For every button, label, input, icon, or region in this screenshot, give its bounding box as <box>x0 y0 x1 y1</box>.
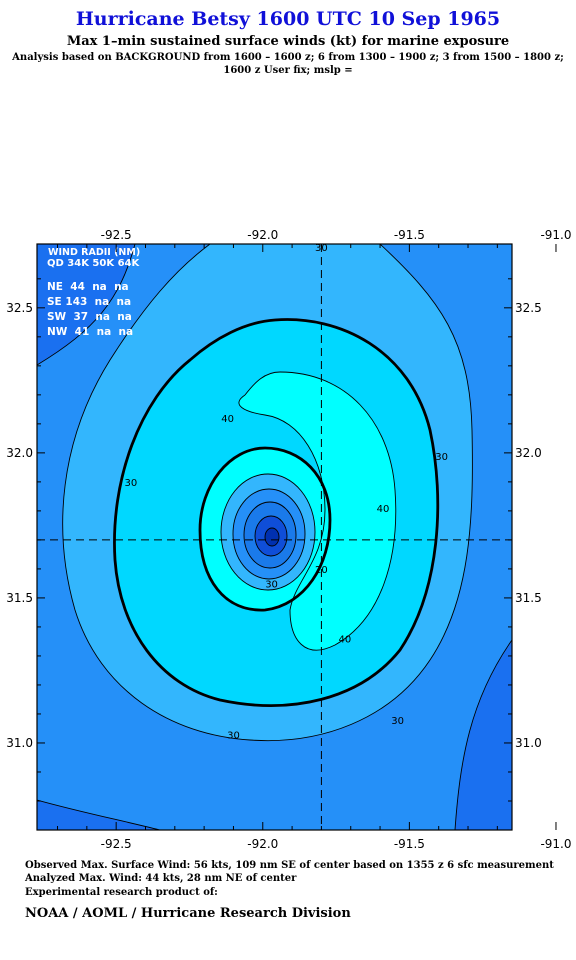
contour-core-25 <box>220 473 316 591</box>
y-tick-label-right-0: 31.0 <box>515 736 542 750</box>
contour-core-20 <box>232 488 306 580</box>
product-note: Experimental research product of: <box>25 887 218 898</box>
contour-label-0: 30 <box>315 243 328 254</box>
contour-nw-corner <box>37 244 136 366</box>
wind-radii-table: WIND RADII (NM) QD 34K 50K 64K NE 44 na … <box>47 247 140 338</box>
analysis-note: Analysis based on BACKGROUND from 1600 –… <box>0 51 576 77</box>
axes: -92.5 -92.5 -92.0 -92.0 -91.5 -91.5 -91.0 -91.0… <box>6 228 571 851</box>
contour-labels: 30 30 30 30 30 30 40 40 40 20 <box>124 243 448 741</box>
x-tick-label-bottom-1: -92.0 <box>247 837 278 851</box>
chart-title: Hurricane Betsy 1600 UTC 10 Sep 1965 <box>75 8 501 30</box>
analyzed-wind-note: Analyzed Max. Wind: 44 kts, 28 nm NE of … <box>25 873 297 884</box>
x-tick-label-bottom-0: -92.5 <box>101 837 132 851</box>
x-tick-label-top-0: -92.5 <box>101 228 132 242</box>
contour-label-1: 30 <box>124 478 137 489</box>
wind-field-core-5 <box>265 528 279 546</box>
wind-radii-header: QD 34K 50K 64K <box>47 258 140 269</box>
contour-lines <box>37 244 512 830</box>
contour-label-6: 40 <box>221 414 234 425</box>
contour-label-3: 30 <box>227 730 240 741</box>
contour-30kt-outer <box>62 244 473 742</box>
y-tick-label-left-3: 32.5 <box>6 301 33 315</box>
x-tick-label-bottom-2: -91.5 <box>394 837 425 851</box>
contour-34kt-lines <box>113 318 440 707</box>
organization-name: NOAA / AOML / Hurricane Research Divisio… <box>25 906 351 921</box>
contour-fields: 30 30 30 30 30 30 40 40 40 20 <box>37 243 512 830</box>
analysis-line-1: Analysis based on BACKGROUND from 1600 –… <box>12 52 564 63</box>
y-tick-label-left-2: 32.0 <box>6 446 33 460</box>
wind-field-sw-corner <box>37 800 160 830</box>
contour-34kt-outer <box>113 318 440 707</box>
contour-sw-corner <box>37 799 161 830</box>
y-tick-label-left-1: 31.5 <box>6 591 33 605</box>
contour-label-8: 40 <box>339 635 352 646</box>
contour-core-15 <box>243 501 297 569</box>
wind-radii-row-sw: SW 37 na na <box>47 311 132 323</box>
contour-core-5 <box>264 527 280 547</box>
wind-radii-row-ne: NE 44 na na <box>47 281 129 293</box>
contour-core-10 <box>254 515 288 557</box>
wind-radii-title: WIND RADII (NM) <box>48 247 140 258</box>
plot-frame <box>36 243 513 831</box>
wind-field-nw-corner <box>37 244 135 365</box>
contour-label-2: 30 <box>435 452 448 463</box>
contour-40kt <box>238 371 397 651</box>
wind-field-40kt <box>238 372 396 651</box>
x-tick-label-top-3: -91.0 <box>540 228 571 242</box>
y-tick-label-right-1: 31.5 <box>515 591 542 605</box>
center-crosshair <box>37 244 512 830</box>
contour-se-corner <box>454 639 512 830</box>
y-tick-label-left-0: 31.0 <box>6 736 33 750</box>
observed-wind-note: Observed Max. Surface Wind: 56 kts, 109 … <box>25 860 554 871</box>
wind-radii-row-nw: NW 41 na na <box>47 326 133 338</box>
x-tick-label-top-1: -92.0 <box>247 228 278 242</box>
wind-field-se-corner <box>455 640 512 830</box>
contour-label-9: 20 <box>315 565 328 576</box>
wind-radii-row-se: SE 143 na na <box>47 296 131 308</box>
contour-label-4: 30 <box>391 716 404 727</box>
contour-label-5: 30 <box>265 579 278 590</box>
x-tick-label-top-2: -91.5 <box>394 228 425 242</box>
contour-label-7: 40 <box>377 504 390 515</box>
analysis-line-2: 1600 z User fix; mslp = <box>223 65 353 76</box>
chart-subtitle: Max 1–min sustained surface winds (kt) f… <box>66 34 510 49</box>
y-tick-label-right-3: 32.5 <box>515 301 542 315</box>
contour-34kt-inner <box>198 446 332 612</box>
y-tick-label-right-2: 32.0 <box>515 446 542 460</box>
x-tick-label-bottom-3: -91.0 <box>540 837 571 851</box>
